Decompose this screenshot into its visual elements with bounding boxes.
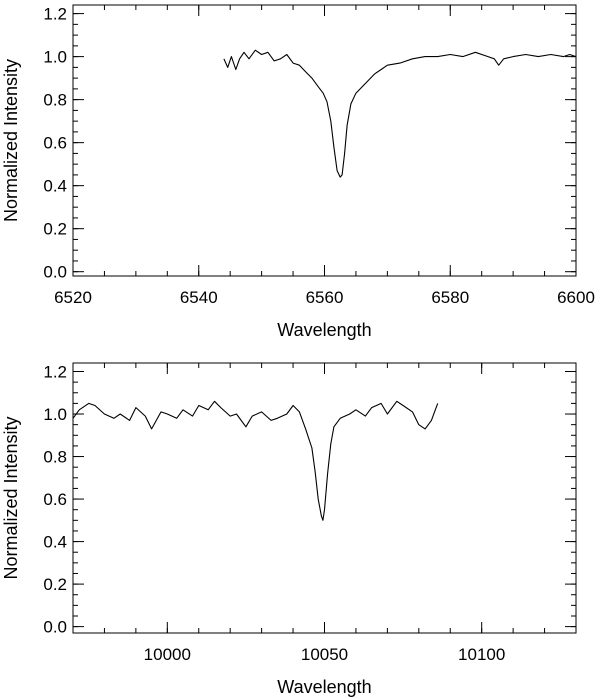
spectrum-line-0	[72, 400, 439, 521]
y-tick-label: 1.0	[43, 48, 67, 67]
y-tick-label: 0.8	[43, 91, 67, 110]
y-axis-title: Normalized Intensity	[1, 416, 21, 579]
x-tick-label: 6540	[180, 288, 218, 307]
y-axis-title: Normalized Intensity	[1, 59, 21, 222]
y-tick-label: 0.2	[43, 575, 67, 594]
spectrum-line-0	[223, 49, 577, 178]
paschen-delta-panel: 10000 10050 10100 0.0 0.2 0.4 0.6 0.8 1.0 1.2 Wave…	[1, 362, 577, 697]
y-tick-label: 0.6	[43, 134, 67, 153]
x-tick-label: 6600	[557, 288, 595, 307]
x-tick-label: 10050	[301, 645, 348, 664]
y-tick-label: 0.4	[43, 533, 67, 552]
x-tick-label: 10000	[144, 645, 191, 664]
y-tick-label: 1.2	[43, 363, 67, 382]
plot-frame	[72, 4, 577, 277]
y-tick-label: 0.0	[43, 618, 67, 637]
y-tick-label: 0.0	[43, 263, 67, 282]
y-tick-label: 1.0	[43, 405, 67, 424]
plot-frame	[72, 362, 577, 634]
x-axis-title: Wavelength	[277, 320, 371, 340]
y-tick-label: 0.4	[43, 177, 67, 196]
x-tick-label: 6560	[306, 288, 344, 307]
halpha-panel: 6520 6540 6560 6580 6600 0.0 0.2 0.4 0.6 0.8 1.0 1.…	[1, 4, 595, 340]
x-tick-label: 6580	[431, 288, 469, 307]
x-axis-title: Wavelength	[277, 677, 371, 697]
x-tick-label: 10100	[458, 645, 505, 664]
y-tick-label: 0.2	[43, 220, 67, 239]
y-tick-label: 1.2	[43, 5, 67, 24]
y-tick-label: 0.6	[43, 490, 67, 509]
y-tick-label: 0.8	[43, 448, 67, 467]
x-tick-label: 6520	[54, 288, 92, 307]
